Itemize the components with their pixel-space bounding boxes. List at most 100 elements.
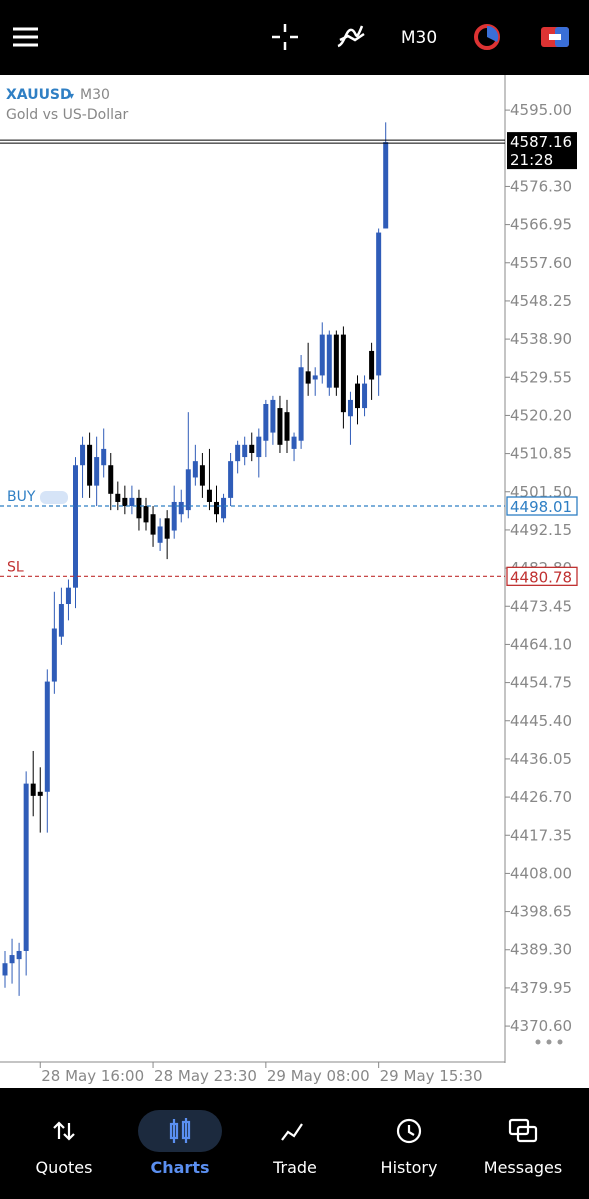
candle-body (312, 375, 318, 380)
candle-body (291, 436, 297, 449)
y-tick-label: 4566.95 (510, 216, 572, 234)
candle-body (129, 497, 135, 507)
y-tick-label: 4436.05 (510, 750, 572, 768)
candle-body (44, 681, 50, 792)
quotes-icon (53, 1121, 75, 1141)
sl-level-name[interactable]: SL (7, 559, 24, 575)
x-tick-label: 28 May 23:30 (154, 1067, 257, 1085)
candle-body (355, 383, 360, 409)
price-label: 4587.16 (510, 133, 572, 151)
chart: XAUUSD ▾ M30 Gold vs US-Dollar 4595.00 45… (0, 75, 589, 1088)
candle-body (115, 493, 121, 502)
nav-tab[interactable]: Messages (484, 1158, 562, 1177)
candle-body (122, 497, 128, 507)
candle-body (9, 955, 15, 964)
indicators-button[interactable] (337, 25, 365, 48)
candle-body (369, 350, 375, 380)
candle-body (80, 444, 86, 466)
symbol-description: Gold vs US-Dollar (6, 107, 129, 123)
buy-marker (40, 491, 68, 505)
buy-price-label: 4498.01 (510, 498, 572, 516)
y-tick-label: 4595.00 (510, 101, 572, 119)
more-dots[interactable] (535, 1039, 563, 1045)
nav-tab[interactable]: History (381, 1158, 438, 1177)
menu-button[interactable] (13, 27, 38, 47)
candle-body (108, 465, 114, 494)
y-tick-label: 4398.65 (510, 903, 572, 921)
y-tick-label: 4520.20 (510, 406, 572, 424)
one-click-trading-button[interactable] (474, 24, 500, 50)
y-tick-label: 4510.85 (510, 445, 572, 463)
y-tick-label: 4473.45 (510, 597, 572, 615)
y-tick-label: 4426.70 (510, 788, 572, 806)
symbol-dropdown[interactable]: ▾ (69, 91, 74, 102)
trade-icon (281, 1123, 303, 1141)
buy-price-box (506, 496, 578, 516)
candle-body (192, 461, 198, 478)
y-tick-label: 4501.50 (510, 483, 572, 501)
candle-body (235, 444, 241, 462)
candle-body (51, 628, 57, 682)
candle-body (270, 399, 276, 433)
chart-timeframe: M30 (80, 87, 110, 103)
buy-level-name[interactable]: BUY (7, 489, 36, 505)
nav-tab[interactable]: Charts (151, 1158, 210, 1177)
y-tick-label: 4492.15 (510, 521, 572, 539)
candle-body (65, 587, 71, 605)
candle-body (136, 497, 142, 519)
candle-body (383, 142, 389, 229)
candle-body (206, 489, 212, 502)
candle-body (340, 334, 346, 413)
nav-tab[interactable]: Trade (272, 1158, 317, 1177)
candle-body (263, 404, 269, 441)
messages-icon-back (516, 1125, 538, 1143)
y-tick-label: 4548.25 (510, 292, 572, 310)
x-tick-label: 29 May 15:30 (380, 1067, 483, 1085)
candle-body (284, 412, 290, 441)
candle-body (242, 444, 248, 458)
candle-body (94, 457, 100, 486)
candle-body (164, 518, 170, 539)
toolbar: M30 (0, 0, 589, 75)
candle-body (249, 444, 255, 453)
candle-body (37, 791, 43, 796)
y-tick-label: 4557.60 (510, 254, 572, 272)
candle-body (157, 526, 163, 543)
y-tick-label: 4529.55 (510, 368, 572, 386)
crosshair-button[interactable] (272, 24, 298, 50)
nav-tab[interactable]: Quotes (36, 1158, 93, 1177)
candle-body (178, 501, 184, 515)
y-tick-label: 4417.35 (510, 826, 572, 844)
trade-button[interactable] (541, 27, 569, 47)
y-tick-label: 4576.30 (510, 177, 572, 195)
candle-body (23, 783, 29, 951)
y-tick-label: 4454.75 (510, 674, 572, 692)
candle-body (333, 334, 339, 388)
candle-body (298, 367, 304, 441)
y-tick-label: 4389.30 (510, 941, 572, 959)
candle-body (143, 506, 149, 523)
candle-body (185, 469, 191, 511)
sl-price-box (506, 566, 578, 586)
candle-body (58, 604, 64, 637)
x-tick-label: 28 May 16:00 (41, 1067, 144, 1085)
timeframe-button[interactable]: M30 (401, 28, 437, 48)
candle-body (228, 461, 234, 498)
symbol[interactable]: XAUUSD (6, 87, 72, 103)
bottom-navigation: Quotes Charts Trade History Messages (0, 1088, 589, 1199)
candle-body (347, 399, 353, 417)
y-tick-label: 4370.60 (510, 1017, 572, 1035)
candle-body (305, 371, 311, 384)
candle-body (319, 334, 325, 376)
history-icon (396, 1118, 422, 1144)
active-tab-pill (138, 1110, 222, 1152)
candle-body (150, 514, 156, 535)
candle-body (376, 232, 382, 376)
candle-body (30, 783, 36, 796)
candle-body (101, 448, 107, 466)
history-hands (407, 1125, 415, 1136)
candle-body (171, 501, 177, 531)
candle-body (214, 501, 219, 515)
y-tick-label: 4408.00 (510, 864, 572, 882)
